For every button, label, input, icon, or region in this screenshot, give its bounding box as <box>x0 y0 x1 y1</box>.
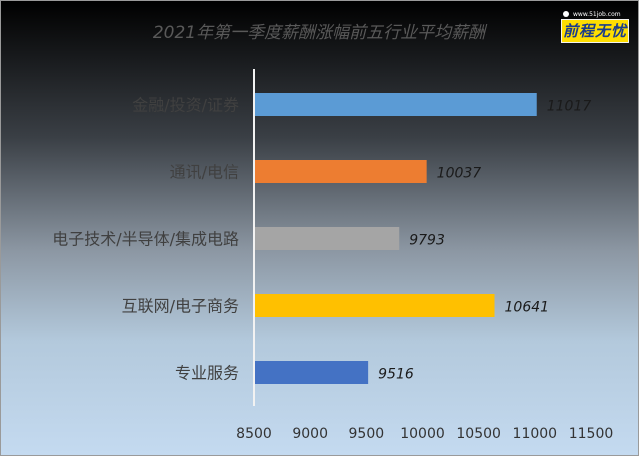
x-tick-label: 11500 <box>569 426 614 442</box>
x-tick-label: 10000 <box>400 426 445 442</box>
category-label: 通讯/电信 <box>170 163 239 182</box>
data-label: 11017 <box>547 99 592 115</box>
bar-3 <box>255 227 400 250</box>
x-tick-label: 9500 <box>349 426 385 442</box>
data-label: 10641 <box>505 300 550 316</box>
category-label: 金融/投资/证券 <box>132 96 239 115</box>
data-label: 10037 <box>437 166 482 182</box>
category-label: 专业服务 <box>175 364 239 383</box>
plot-area: 金融/投资/证券 11017 通讯/电信 10037 电子技术/半导体/集成电路 9793… <box>52 69 613 442</box>
category-label: 电子技术/半导体/集成电路 <box>52 230 239 249</box>
x-tick-label: 8500 <box>236 426 272 442</box>
brand-logo: www.51job.com 前程无忧 <box>559 10 631 46</box>
x-tick-label: 11000 <box>513 426 558 442</box>
chart-title: 2021年第一季度薪酬涨幅前五行业平均薪酬 <box>153 23 488 43</box>
data-label: 9516 <box>378 367 414 383</box>
bar-2 <box>255 160 427 183</box>
logo-dot-icon <box>563 11 569 17</box>
bar-5 <box>255 361 369 384</box>
category-label: 互联网/电子商务 <box>122 297 239 316</box>
x-tick-label: 9000 <box>292 426 328 442</box>
logo-wordmark: 前程无忧 <box>561 19 629 43</box>
bar-4 <box>255 294 495 317</box>
data-label: 9793 <box>409 233 445 249</box>
logo-url: www.51job.com <box>573 11 621 18</box>
bar-1 <box>255 93 537 116</box>
x-tick-label: 10500 <box>456 426 501 442</box>
